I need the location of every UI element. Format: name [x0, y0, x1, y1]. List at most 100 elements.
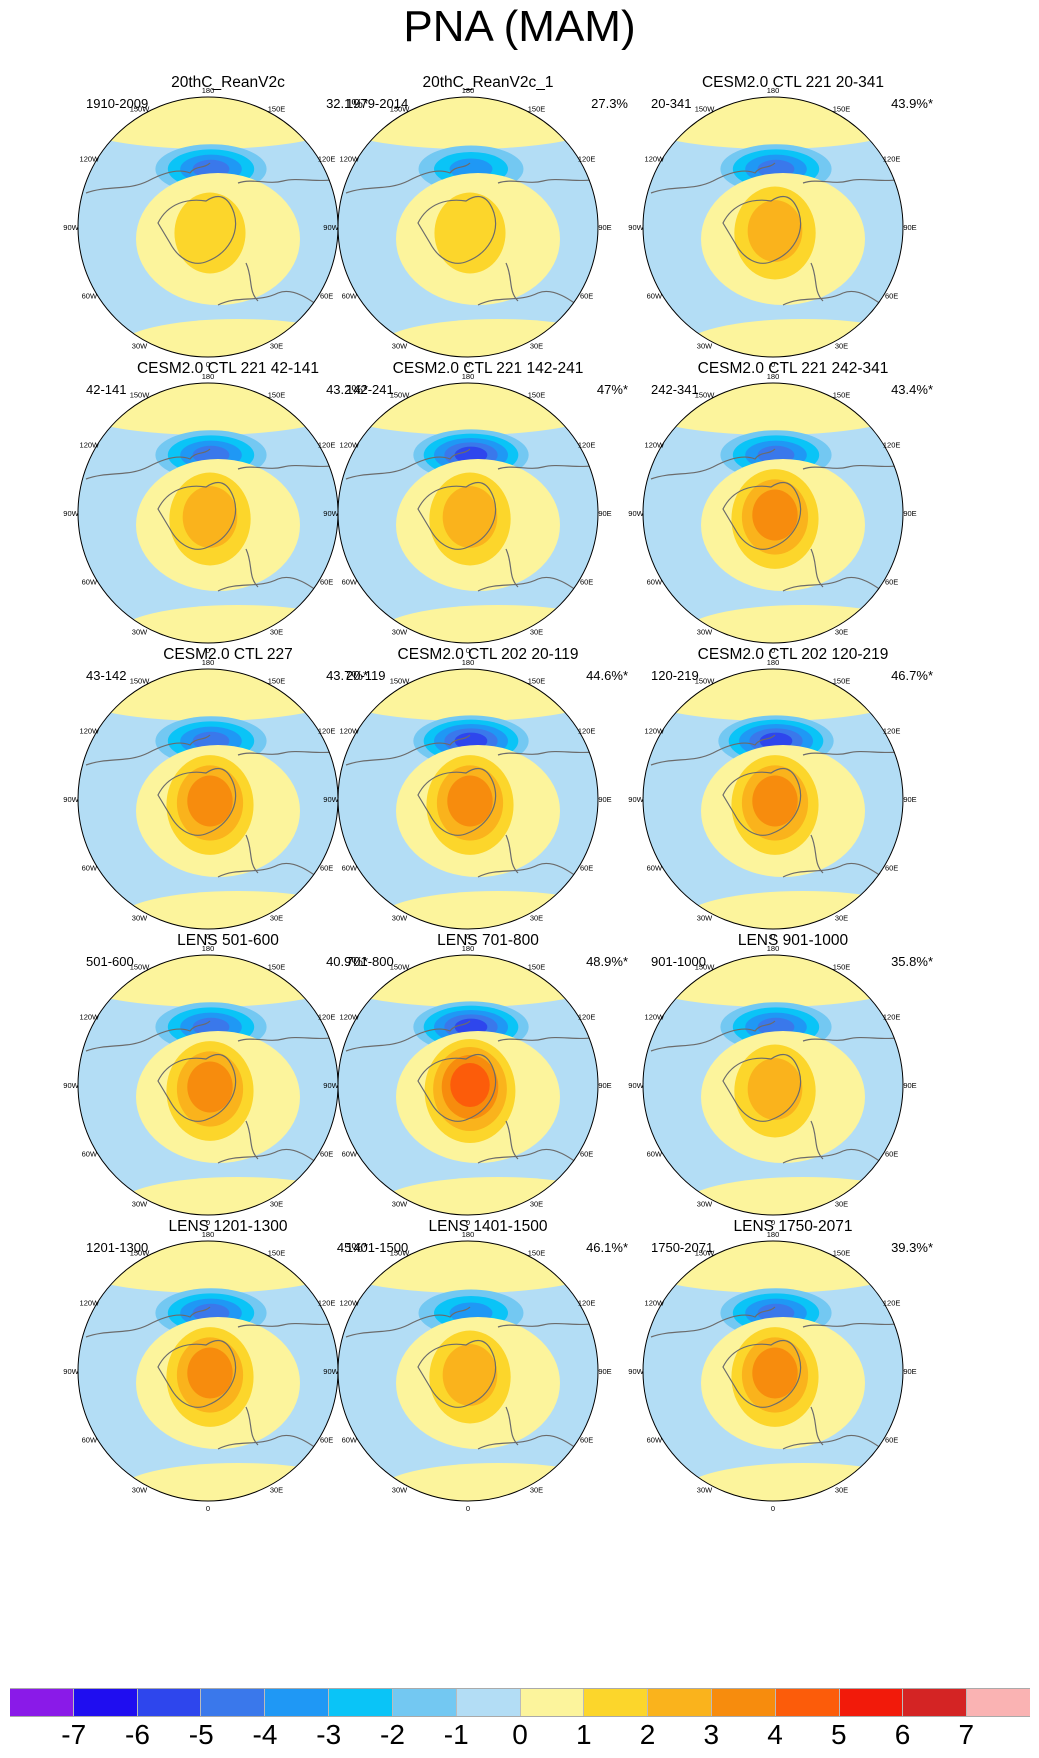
coastlines: [85, 162, 338, 314]
longitude-label: 120W: [80, 1013, 101, 1022]
panel-explained-variance: 44.6%*: [586, 668, 628, 683]
map-border: [337, 96, 599, 358]
map-border: [337, 1240, 599, 1502]
panel-period: 242-341: [651, 382, 699, 397]
longitude-label: 0: [771, 1504, 775, 1513]
longitude-label: 0: [771, 1218, 775, 1227]
longitude-label: 120W: [80, 727, 101, 736]
longitude-label: 150W: [390, 962, 411, 971]
longitude-label: 60W: [342, 864, 358, 873]
longitude-label: 150W: [695, 676, 716, 685]
longitude-label: 120E: [318, 155, 336, 164]
longitude-label: 120W: [80, 155, 101, 164]
longitude-label: 30E: [835, 914, 848, 923]
longitude-label: 60W: [342, 292, 358, 301]
longitude-label: 150E: [833, 676, 851, 685]
high-contour: [187, 1061, 233, 1113]
high-contour: [434, 192, 506, 274]
anomaly-field: [643, 97, 903, 357]
longitude-label: 120E: [578, 441, 596, 450]
colorbar-label: 7: [958, 1719, 975, 1750]
longitude-label: 180: [767, 944, 780, 953]
panel-period: 1401-1500: [346, 1240, 409, 1255]
longitude-label: 150W: [390, 1248, 411, 1257]
longitude-label: 60E: [580, 292, 593, 301]
longitude-label: 120E: [578, 1299, 596, 1308]
panel-explained-variance: 46.7%*: [891, 668, 933, 683]
longitude-label: 30E: [835, 628, 848, 637]
colorbar-box: [839, 1689, 904, 1716]
map-border: [337, 954, 599, 1216]
longitude-label: 150W: [130, 962, 151, 971]
longitude-label: 30W: [132, 1486, 148, 1495]
longitude-label: 90W: [63, 509, 79, 518]
longitude-label: 90E: [903, 1367, 916, 1376]
map-panel: CESM2.0 CTL 202 120-219 120-219 46.7%* 180 1…: [628, 645, 943, 945]
anomaly-field: [338, 97, 598, 357]
longitude-label: 90W: [63, 795, 79, 804]
colorbar-label: -3: [316, 1719, 342, 1750]
panel-title: LENS 501-600: [177, 932, 279, 949]
longitude-label: 30W: [392, 342, 408, 351]
longitude-label: 90E: [903, 795, 916, 804]
map-border: [642, 382, 904, 644]
longitude-label: 60E: [320, 1150, 333, 1159]
longitude-label: 30E: [270, 628, 283, 637]
colorbar-box: [584, 1689, 649, 1716]
longitude-label: 0: [466, 932, 470, 941]
anomaly-field: [338, 1241, 598, 1501]
map-panel: CESM2.0 CTL 221 142-241 142-241 47%* 180 150…: [323, 359, 638, 659]
longitude-label: 120E: [578, 1013, 596, 1022]
longitude-label: 150E: [268, 390, 286, 399]
anomaly-field: [78, 97, 338, 357]
map-panel: LENS 901-1000 901-1000 35.8%* 180 150E 120E 90…: [628, 931, 943, 1231]
panel-period: 20-119: [346, 668, 386, 683]
longitude-label: 60W: [647, 1150, 663, 1159]
longitude-label: 150E: [833, 1248, 851, 1257]
longitude-label: 30W: [392, 914, 408, 923]
coastlines: [345, 734, 598, 886]
longitude-label: 30W: [697, 1486, 713, 1495]
longitude-label: 120W: [645, 441, 666, 450]
longitude-label: 60W: [342, 1150, 358, 1159]
panel-explained-variance: 46.1%*: [586, 1240, 628, 1255]
colorbar-labels: -7 -6 -5 -4 -3 -2 -1 0 1 2 3 4 5 6 7: [10, 1716, 1030, 1756]
colorbar-box: [711, 1689, 776, 1716]
longitude-label: 90W: [628, 223, 644, 232]
panel-title: LENS 701-800: [437, 932, 539, 949]
longitude-label: 150W: [390, 390, 411, 399]
colorbar-label: 4: [767, 1719, 783, 1750]
longitude-label: 150W: [695, 1248, 716, 1257]
longitude-label: 60W: [82, 1436, 98, 1445]
longitude-label: 30E: [530, 1486, 543, 1495]
anomaly-field: [78, 669, 338, 929]
longitude-label: 0: [206, 646, 210, 655]
longitude-label: 0: [466, 1218, 470, 1227]
high-contour: [442, 1344, 498, 1406]
map-panel: CESM2.0 CTL 202 20-119 20-119 44.6%* 180 150…: [323, 645, 638, 945]
longitude-label: 150W: [130, 676, 151, 685]
colorbar-box: [73, 1689, 138, 1716]
anomaly-field: [643, 669, 903, 929]
longitude-label: 90W: [63, 1367, 79, 1376]
figure-title: PNA (MAM): [403, 2, 636, 51]
longitude-label: 0: [206, 932, 210, 941]
longitude-label: 180: [202, 86, 215, 95]
longitude-label: 90W: [323, 223, 339, 232]
longitude-label: 30W: [697, 914, 713, 923]
longitude-label: 30E: [270, 1486, 283, 1495]
longitude-label: 120E: [883, 727, 901, 736]
anomaly-field: [78, 955, 338, 1215]
longitude-label: 120W: [340, 727, 361, 736]
map-panel: LENS 1750-2071 1750-2071 39.3%* 180 150E 120E…: [628, 1217, 943, 1517]
longitude-label: 60W: [647, 1436, 663, 1445]
longitude-label: 120E: [318, 1299, 336, 1308]
high-contour: [752, 1347, 798, 1399]
longitude-label: 0: [466, 360, 470, 369]
colorbar-box: [265, 1689, 330, 1716]
longitude-label: 180: [202, 372, 215, 381]
